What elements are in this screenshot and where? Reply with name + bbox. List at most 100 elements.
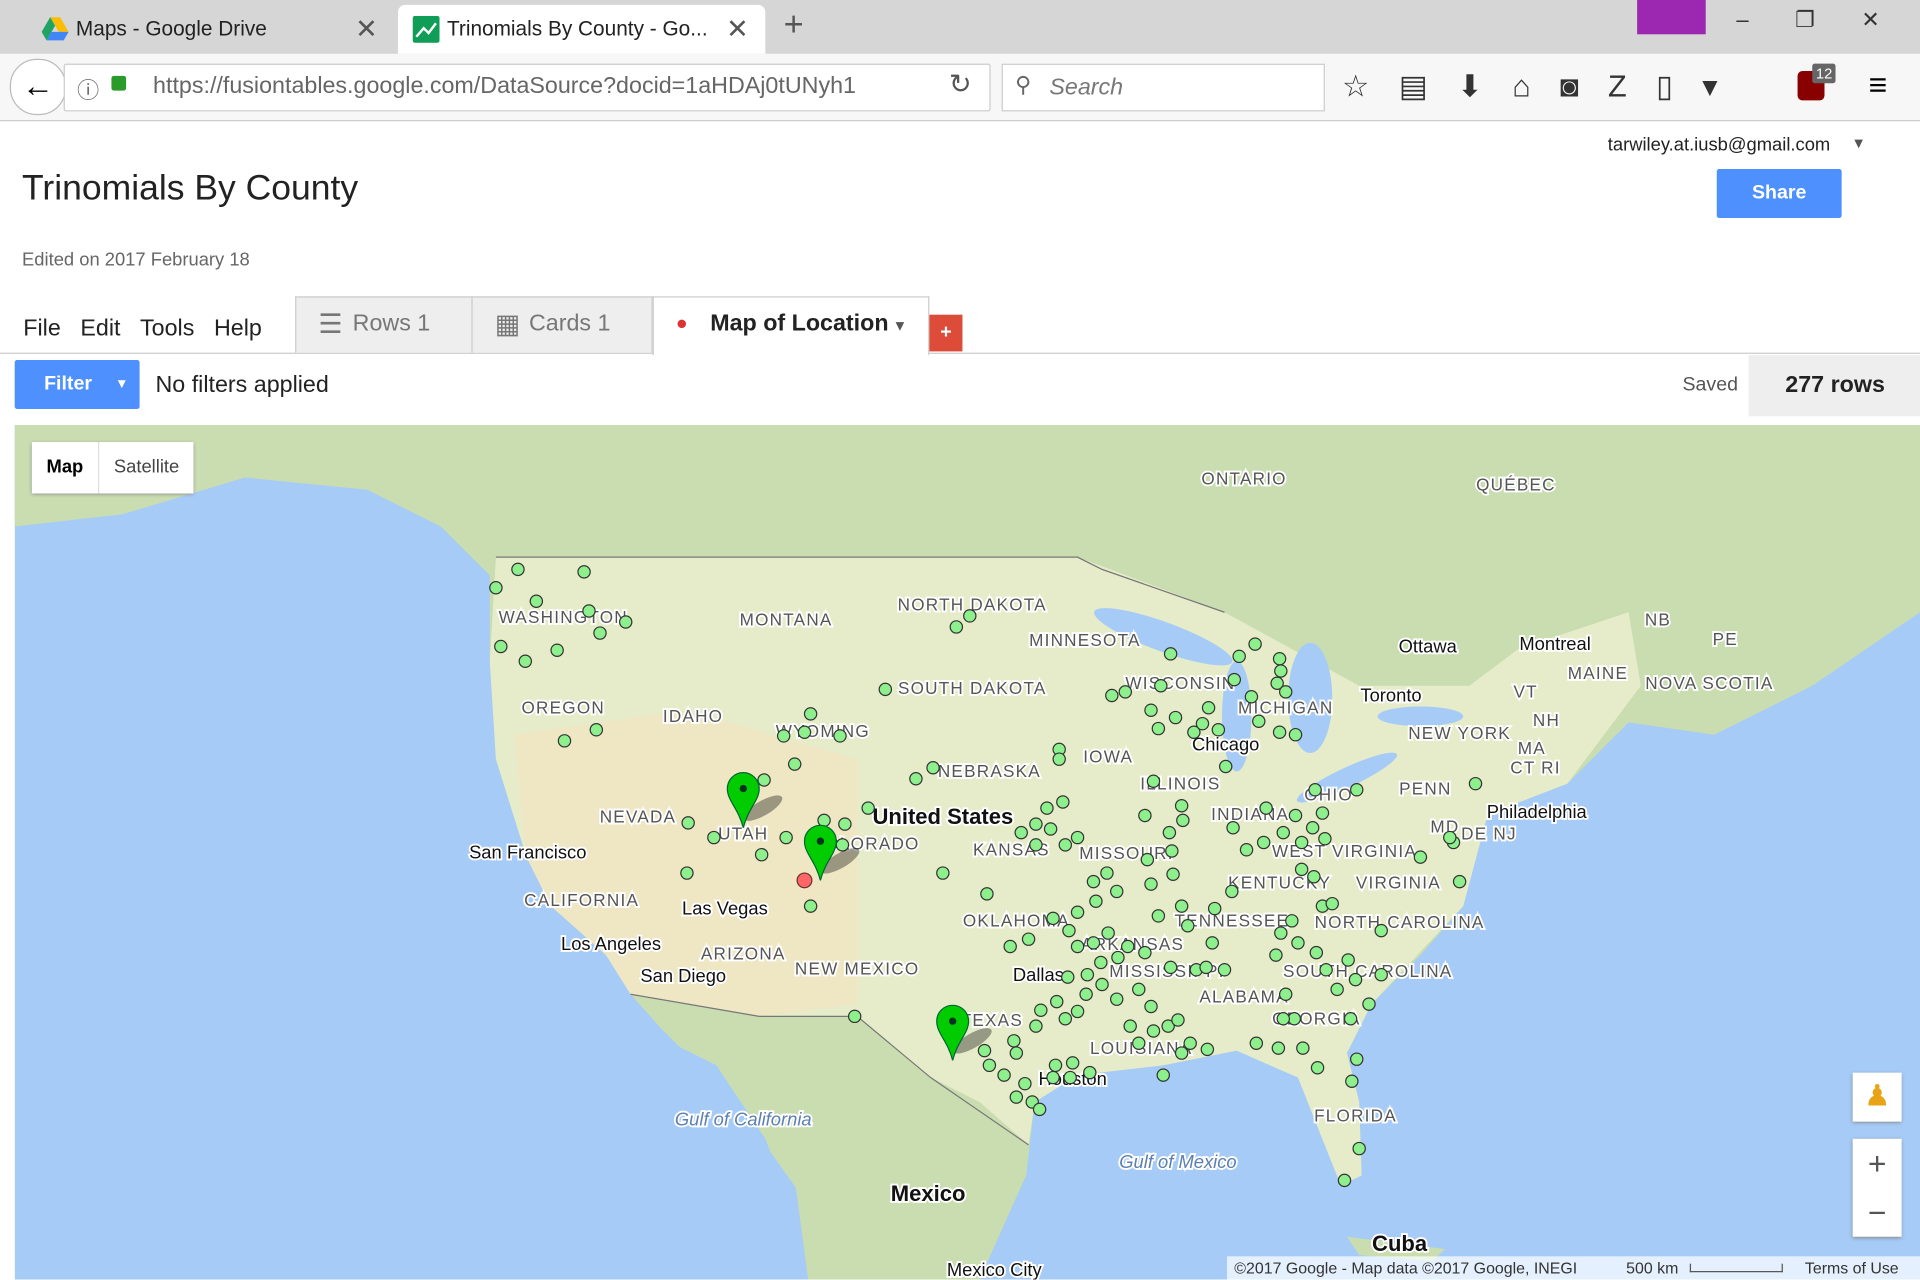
location-marker <box>1095 977 1109 992</box>
location-marker <box>1256 835 1271 850</box>
location-marker <box>1348 972 1363 987</box>
location-marker <box>1111 950 1125 965</box>
location-marker <box>1309 945 1324 960</box>
close[interactable]: ✕ <box>355 13 378 45</box>
map-label: WASHINGTON <box>499 607 628 627</box>
location-marker <box>1174 798 1189 813</box>
filter-button[interactable]: Filter ▼ <box>14 360 140 409</box>
menu-item[interactable]: Edit <box>80 315 121 342</box>
menu: File Edit Tools Help <box>23 316 262 343</box>
tab-label: Rows 1 <box>352 311 431 337</box>
location-marker <box>977 1043 992 1058</box>
location-marker <box>1154 678 1168 693</box>
location-marker <box>1232 649 1246 664</box>
location-marker <box>1138 945 1152 960</box>
location-marker <box>1138 808 1152 823</box>
menu-button[interactable]: ≡ <box>1868 66 1888 103</box>
location-marker <box>589 723 604 737</box>
browser-tab-active[interactable]: Trinomials By County - Go... ✕ <box>397 4 766 54</box>
map-label: ONTARIO <box>1201 469 1286 489</box>
pegman[interactable]: ♟ <box>1852 1072 1902 1122</box>
row-count: 277 rows <box>1748 355 1920 417</box>
url-bar[interactable]: ⓘ https://fusiontables.google.com/DataSo… <box>63 63 991 112</box>
close[interactable]: ✕ <box>726 13 749 45</box>
location-marker <box>489 581 503 595</box>
toolbar-icons[interactable]: ☆▤⬇⌂◙Z▯▾ <box>1342 69 1748 105</box>
map-label: WEST VIRGINIA <box>1272 841 1417 861</box>
location-marker <box>1296 1041 1310 1055</box>
location-marker <box>1086 936 1101 950</box>
account-arrow[interactable]: ▼ <box>1851 134 1866 152</box>
location-marker <box>1166 867 1180 882</box>
filter-label: Filter <box>44 373 92 395</box>
satellite-button[interactable]: Satellite <box>97 442 194 494</box>
map-label: NEBRASKA <box>938 761 1041 781</box>
add-tab[interactable]: + <box>929 314 963 352</box>
location-marker <box>582 604 596 618</box>
location-marker <box>1350 1052 1364 1066</box>
search-box[interactable]: ⚲ Search <box>1001 63 1325 112</box>
menu-item[interactable]: Help <box>213 315 262 342</box>
map-label: PENN <box>1399 778 1451 798</box>
location-marker <box>1009 1090 1024 1104</box>
location-marker <box>1046 911 1060 926</box>
location-marker <box>680 866 694 880</box>
location-marker <box>1325 896 1339 911</box>
share-button[interactable]: Share <box>1716 168 1842 218</box>
map-type-control: Map Satellite <box>31 442 194 494</box>
location-marker <box>1187 725 1201 739</box>
fusion-icon <box>412 15 440 43</box>
location-marker <box>1046 1070 1060 1085</box>
location-marker <box>1278 987 1293 1002</box>
location-marker <box>1121 939 1135 954</box>
account[interactable]: tarwiley.at.iusb@gmail.com <box>1607 134 1831 156</box>
location-marker <box>1294 862 1309 877</box>
location-marker <box>1374 967 1388 982</box>
location-marker <box>1009 1046 1024 1060</box>
map-label: WISCONSIN <box>1125 673 1235 693</box>
filter-status: No filters applied <box>155 372 329 398</box>
rows-tab[interactable]: ☰ Rows 1 <box>295 296 473 353</box>
edited-date: Edited on 2017 February 18 <box>22 249 250 271</box>
new-tab[interactable]: + <box>783 4 804 43</box>
location-marker <box>1413 850 1428 864</box>
back[interactable]: ← <box>9 58 67 116</box>
location-marker <box>980 887 994 901</box>
location-marker <box>1080 967 1095 982</box>
tab-bar <box>0 0 1920 54</box>
map-label: Dallas <box>1013 964 1064 985</box>
location-marker <box>1083 1065 1097 1080</box>
map-label: INDIANA <box>1211 804 1289 824</box>
location-marker <box>1227 672 1242 687</box>
terms[interactable]: Terms of Use <box>1804 1258 1899 1278</box>
drive-icon <box>41 17 69 41</box>
location-marker <box>997 1068 1011 1082</box>
menu-item[interactable]: Tools <box>140 315 195 342</box>
doc-title: Trinomials By County <box>22 168 359 209</box>
map-label: PE <box>1713 629 1738 649</box>
location-marker <box>1034 1003 1048 1017</box>
map-tab[interactable]: ● Map of Location ▼ <box>652 296 930 356</box>
location-marker <box>1040 801 1054 815</box>
browser-tab[interactable]: Maps - Google Drive ✕ <box>27 5 394 54</box>
map-label: NORTH DAKOTA <box>898 595 1047 615</box>
location-marker <box>1003 939 1017 954</box>
tab-title: Maps - Google Drive <box>75 17 267 41</box>
window-controls[interactable]: –❐✕ <box>1736 7 1920 32</box>
tab-title: Trinomials By County - Go... <box>446 17 708 41</box>
location-marker <box>1345 1074 1359 1088</box>
location-marker <box>494 639 508 654</box>
location-marker <box>1249 1036 1264 1051</box>
map-button[interactable]: Map <box>46 456 84 478</box>
cards-tab[interactable]: ▦ Cards 1 <box>471 296 653 353</box>
location-marker <box>1162 825 1177 840</box>
map-label: NEW YORK <box>1408 723 1511 743</box>
location-marker <box>1468 776 1483 791</box>
zoom-control[interactable]: + − <box>1852 1138 1902 1237</box>
divider <box>0 352 1920 354</box>
location-marker <box>1048 1058 1063 1073</box>
location-marker <box>797 725 812 739</box>
location-marker <box>1271 1041 1286 1055</box>
menu-item[interactable]: File <box>23 315 61 342</box>
location-marker <box>1201 701 1216 715</box>
